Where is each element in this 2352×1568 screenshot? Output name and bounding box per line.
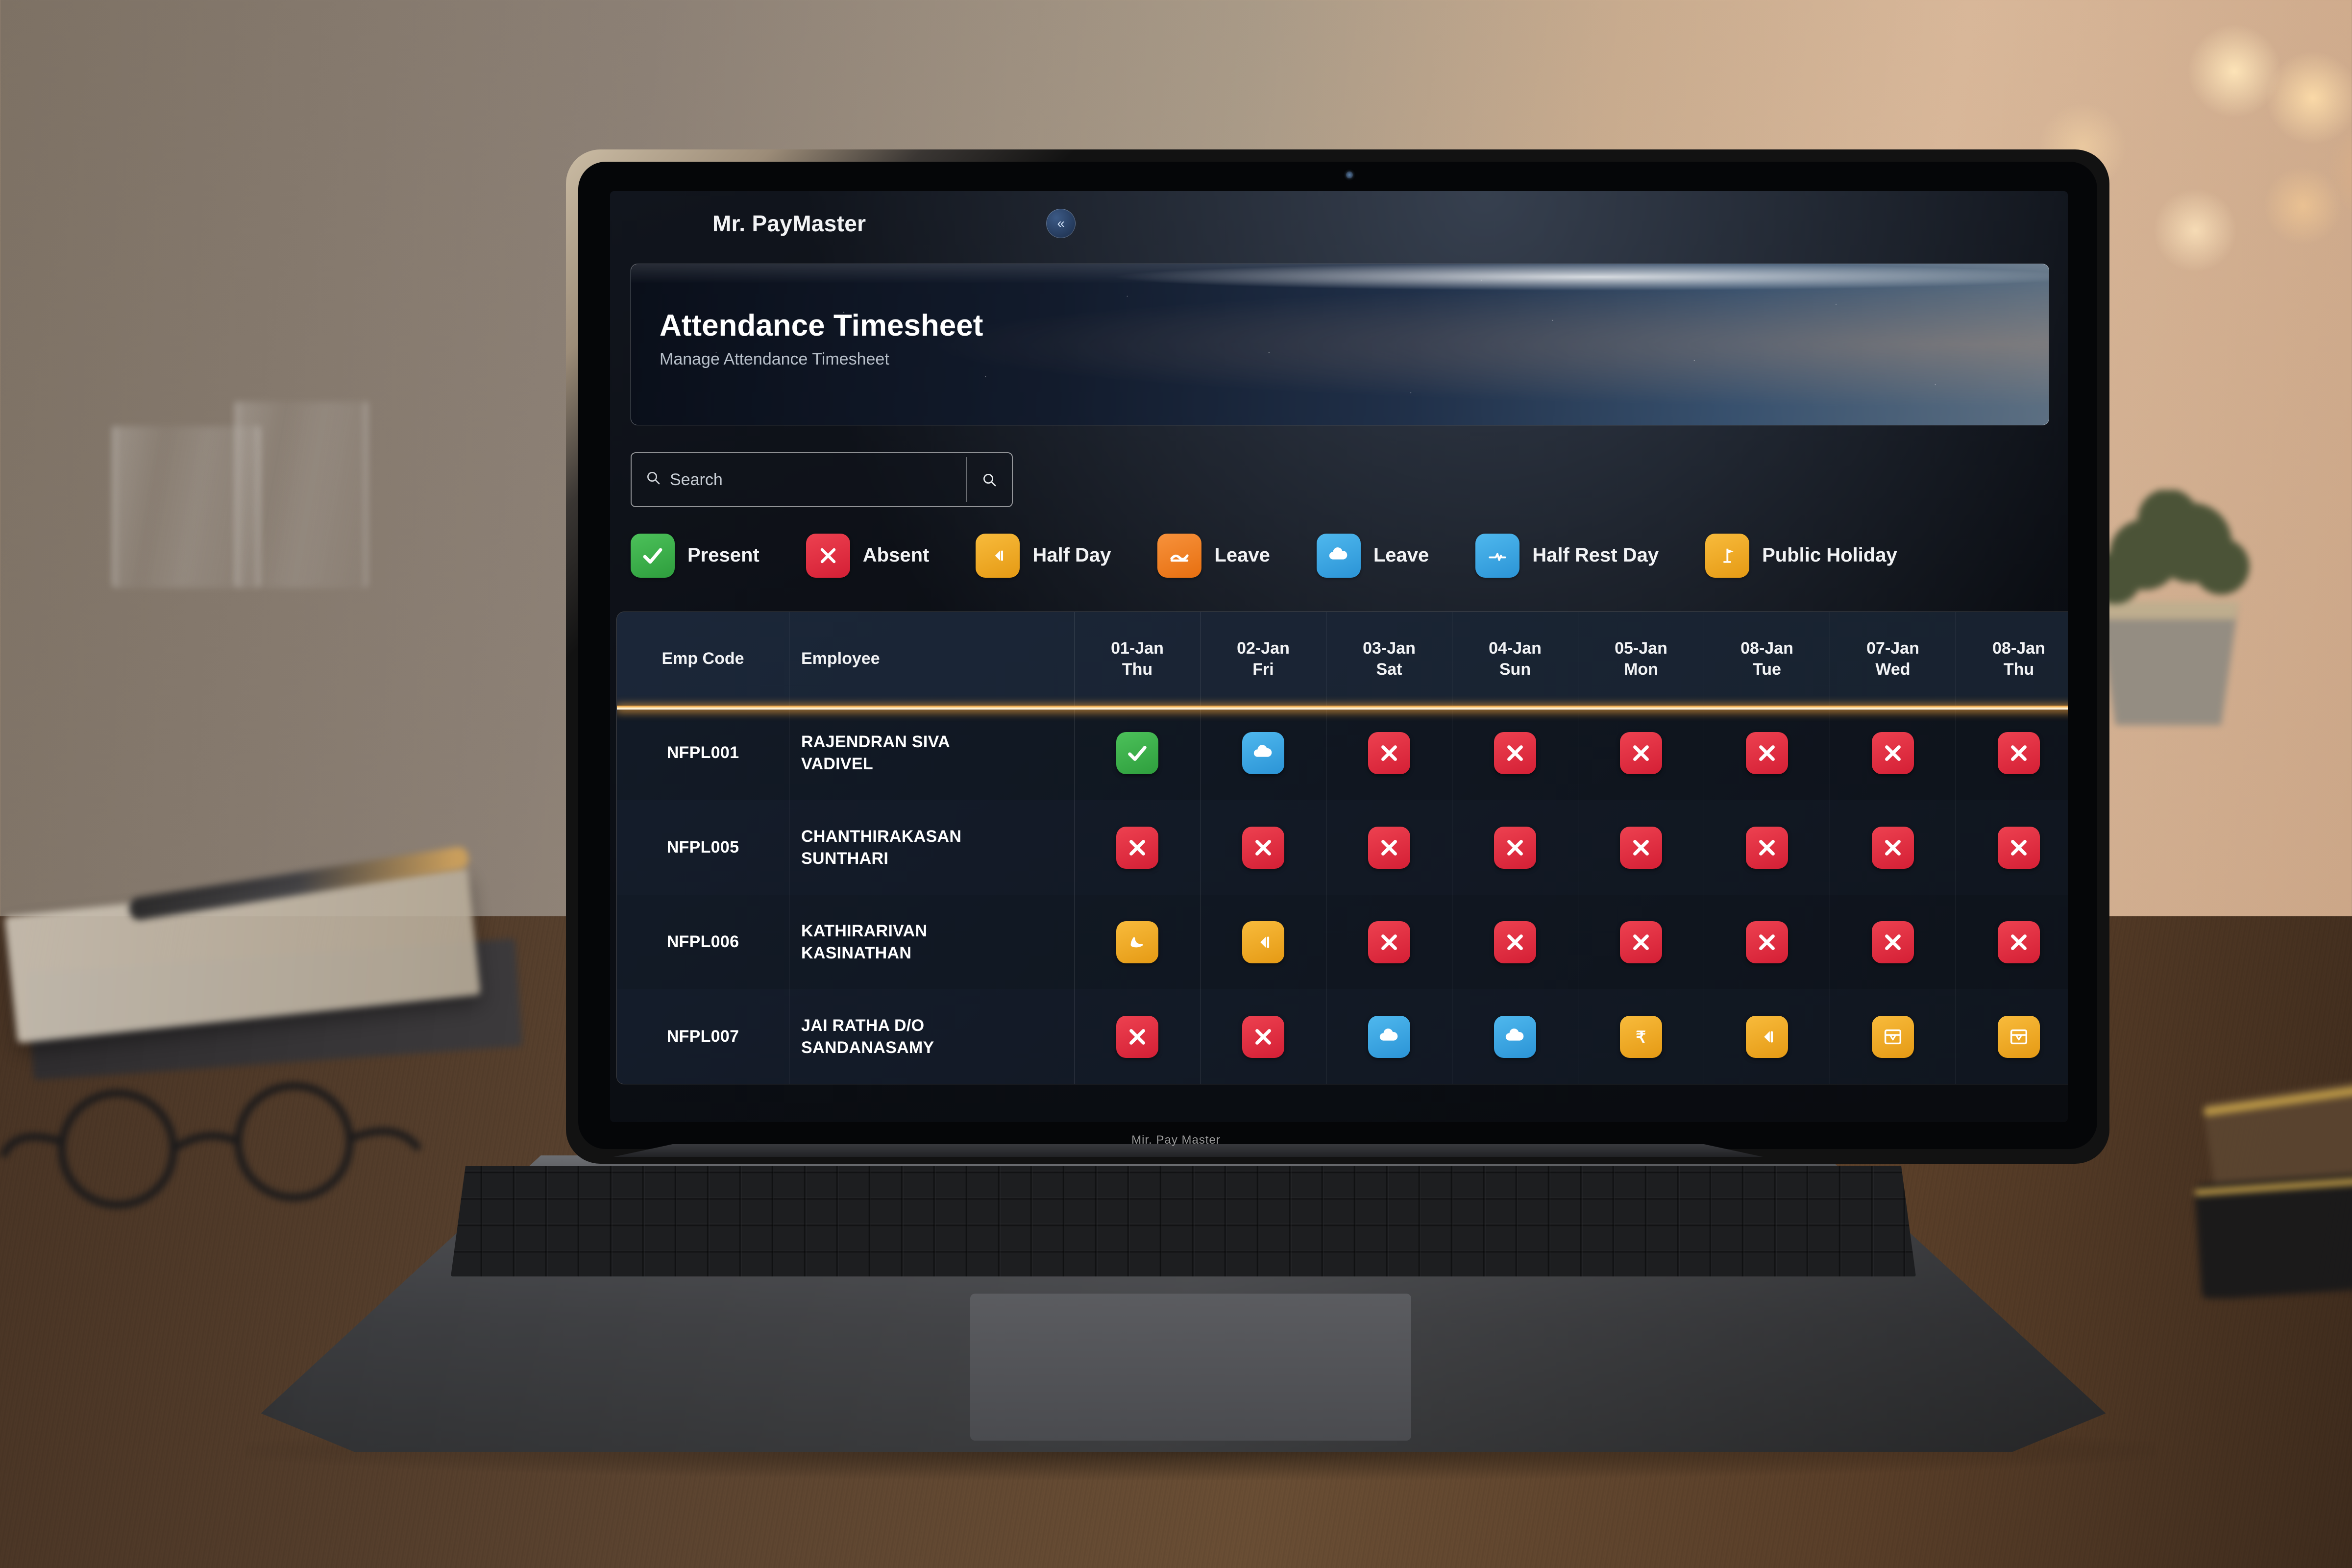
svg-text:₹: ₹ — [1636, 1028, 1646, 1046]
